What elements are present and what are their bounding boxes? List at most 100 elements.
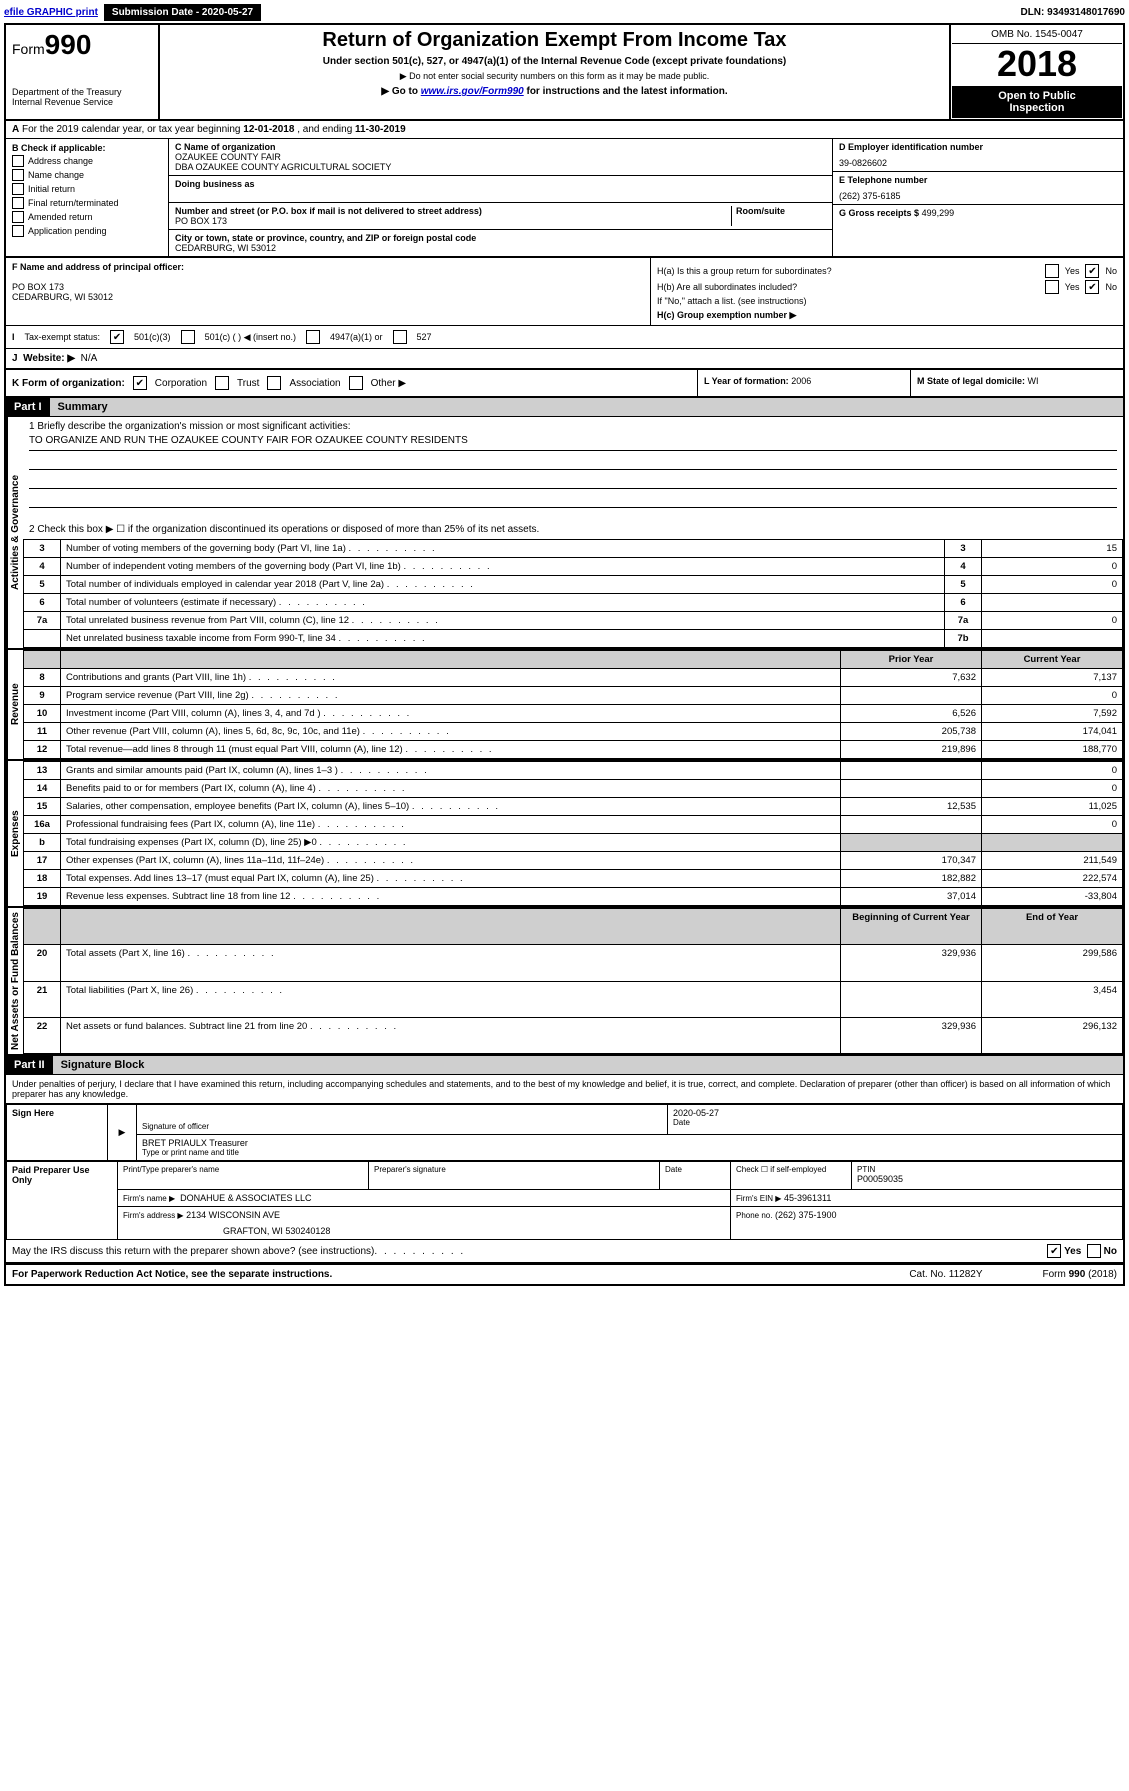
- irs-link[interactable]: www.irs.gov/Form990: [421, 86, 524, 97]
- vert-activities-governance: Activities & Governance: [6, 417, 23, 648]
- checkbox[interactable]: [12, 169, 24, 181]
- state-domicile: WI: [1028, 376, 1039, 386]
- row-label: Revenue less expenses. Subtract line 18 …: [61, 888, 841, 906]
- row-label: Total revenue—add lines 8 through 11 (mu…: [61, 741, 841, 759]
- row-label: Total liabilities (Part X, line 26): [61, 981, 841, 1017]
- org-address: PO BOX 173: [175, 216, 731, 226]
- row-number: 17: [24, 852, 61, 870]
- expenses-table: 13Grants and similar amounts paid (Part …: [23, 761, 1123, 906]
- row-label: Net assets or fund balances. Subtract li…: [61, 1017, 841, 1053]
- row-number: 18: [24, 870, 61, 888]
- checkbox-option: Name change: [12, 169, 162, 181]
- firm-phone: (262) 375-1900: [775, 1210, 837, 1220]
- prep-name-label: Print/Type preparer's name: [123, 1165, 363, 1174]
- ein-label: D Employer identification number: [839, 142, 1117, 152]
- col-current-header: Current Year: [982, 651, 1123, 669]
- tel-label: E Telephone number: [839, 175, 1117, 185]
- table-row: bTotal fundraising expenses (Part IX, co…: [24, 834, 1123, 852]
- form-container: Form990 Department of the Treasury Inter…: [4, 23, 1125, 1286]
- firm-name: DONAHUE & ASSOCIATES LLC: [180, 1193, 311, 1203]
- row-box: 7a: [945, 612, 982, 630]
- 527-checkbox[interactable]: [393, 330, 407, 344]
- row-label: Grants and similar amounts paid (Part IX…: [61, 762, 841, 780]
- open-inspection: Open to PublicInspection: [952, 86, 1122, 118]
- row-number: 6: [24, 594, 61, 612]
- table-row: 14Benefits paid to or for members (Part …: [24, 780, 1123, 798]
- row-number: 13: [24, 762, 61, 780]
- section-bcde: B Check if applicable: Address changeNam…: [6, 139, 1123, 258]
- checkbox[interactable]: [12, 197, 24, 209]
- 4947-checkbox[interactable]: [306, 330, 320, 344]
- checkbox[interactable]: [12, 183, 24, 195]
- footer-left: For Paperwork Reduction Act Notice, see …: [12, 1269, 332, 1280]
- current-value: 222,574: [982, 870, 1123, 888]
- corp-checkbox[interactable]: [133, 376, 147, 390]
- ha-yes-checkbox[interactable]: [1045, 264, 1059, 278]
- header-left: Form990 Department of the Treasury Inter…: [6, 25, 159, 120]
- omb-number: OMB No. 1545-0047: [952, 26, 1122, 44]
- vert-revenue: Revenue: [6, 650, 23, 759]
- row-label: Total unrelated business revenue from Pa…: [61, 612, 945, 630]
- checkbox[interactable]: [12, 155, 24, 167]
- prior-value: 7,632: [841, 669, 982, 687]
- name-title-label: Type or print name and title: [142, 1148, 1117, 1157]
- prior-value: 37,014: [841, 888, 982, 906]
- revenue-table: Prior YearCurrent Year8Contributions and…: [23, 650, 1123, 759]
- row-label: Total expenses. Add lines 13–17 (must eq…: [61, 870, 841, 888]
- trust-checkbox[interactable]: [215, 376, 229, 390]
- 501c-checkbox[interactable]: [181, 330, 195, 344]
- col-b: B Check if applicable: Address changeNam…: [6, 139, 169, 256]
- org-name2: DBA OZAUKEE COUNTY AGRICULTURAL SOCIETY: [175, 162, 826, 172]
- row-label: Total assets (Part X, line 16): [61, 945, 841, 981]
- date-label: Date: [673, 1118, 1117, 1127]
- hb-yes-checkbox[interactable]: [1045, 280, 1059, 294]
- row-box: 6: [945, 594, 982, 612]
- begin-value: [841, 981, 982, 1017]
- row-number: 7a: [24, 612, 61, 630]
- f-label: F Name and address of principal officer:: [12, 262, 644, 272]
- hb-label: H(b) Are all subordinates included?: [657, 282, 1039, 292]
- row-fh: F Name and address of principal officer:…: [6, 258, 1123, 326]
- prior-value: 182,882: [841, 870, 982, 888]
- firm-name-label: Firm's name ▶: [123, 1194, 175, 1203]
- part1-badge: Part I: [6, 398, 50, 416]
- row-i: I Tax-exempt status: 501(c)(3) 501(c) ( …: [6, 326, 1123, 349]
- efile-link[interactable]: efile GRAPHIC print: [4, 7, 98, 18]
- footer-mid: Cat. No. 11282Y: [909, 1269, 982, 1280]
- row-number: 10: [24, 705, 61, 723]
- row-number: 16a: [24, 816, 61, 834]
- tax-year: 2018: [952, 44, 1122, 86]
- assoc-checkbox[interactable]: [267, 376, 281, 390]
- current-value: 0: [982, 762, 1123, 780]
- sig-officer-label: Signature of officer: [142, 1122, 662, 1131]
- addr-label: Number and street (or P.O. box if mail i…: [175, 206, 725, 216]
- col-h: H(a) Is this a group return for subordin…: [651, 258, 1123, 325]
- row-value: [982, 594, 1123, 612]
- col-b-header: B Check if applicable:: [12, 143, 162, 153]
- table-row: 22Net assets or fund balances. Subtract …: [24, 1017, 1123, 1053]
- arrow-icon: ▶: [108, 1105, 137, 1161]
- row-number: 11: [24, 723, 61, 741]
- ha-no-checkbox[interactable]: [1085, 264, 1099, 278]
- row-label: Total number of volunteers (estimate if …: [61, 594, 945, 612]
- form-number: 990: [45, 29, 92, 60]
- q2-text: 2 Check this box ▶ ☐ if the organization…: [29, 524, 539, 535]
- checkbox[interactable]: [12, 211, 24, 223]
- header-right: OMB No. 1545-0047 2018 Open to PublicIns…: [950, 25, 1123, 120]
- 501c3-checkbox[interactable]: [110, 330, 124, 344]
- row-box: 3: [945, 540, 982, 558]
- row-label: Number of independent voting members of …: [61, 558, 945, 576]
- hb-no-checkbox[interactable]: [1085, 280, 1099, 294]
- other-checkbox[interactable]: [349, 376, 363, 390]
- discuss-yes-checkbox[interactable]: [1047, 1244, 1061, 1258]
- table-row: 13Grants and similar amounts paid (Part …: [24, 762, 1123, 780]
- prior-value: [841, 816, 982, 834]
- table-row: 11Other revenue (Part VIII, column (A), …: [24, 723, 1123, 741]
- ptin-label: PTIN: [857, 1165, 1117, 1174]
- discuss-no-checkbox[interactable]: [1087, 1244, 1101, 1258]
- checkbox[interactable]: [12, 225, 24, 237]
- table-row: 21Total liabilities (Part X, line 26) 3,…: [24, 981, 1123, 1017]
- prior-value: [841, 780, 982, 798]
- part1-header-row: Part I Summary: [6, 398, 1123, 417]
- dba-label: Doing business as: [175, 179, 820, 189]
